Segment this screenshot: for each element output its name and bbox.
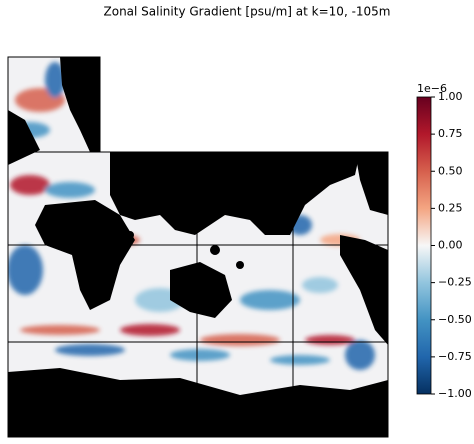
colorbar-tick-label: 0.75 [438, 127, 463, 140]
colorbar-tick-label: −0.50 [438, 313, 472, 326]
colorbar-tick-label: 0.50 [438, 164, 463, 177]
colorbar-tick-label: 0.00 [438, 239, 463, 252]
colorbar-tick-label: −0.25 [438, 276, 472, 289]
chart-title: Zonal Salinity Gradient [psu/m] at k=10,… [104, 5, 391, 19]
colorbar-tick-label: −0.75 [438, 350, 472, 363]
colorbar-tick-label: 0.25 [438, 201, 463, 214]
map-frame [7, 56, 389, 438]
colorbar [416, 96, 432, 395]
colorbar-label: 1e−6 [417, 82, 447, 95]
colorbar-tick-label: −1.00 [438, 387, 472, 400]
colorbar-tick-label: 1.00 [438, 90, 463, 103]
